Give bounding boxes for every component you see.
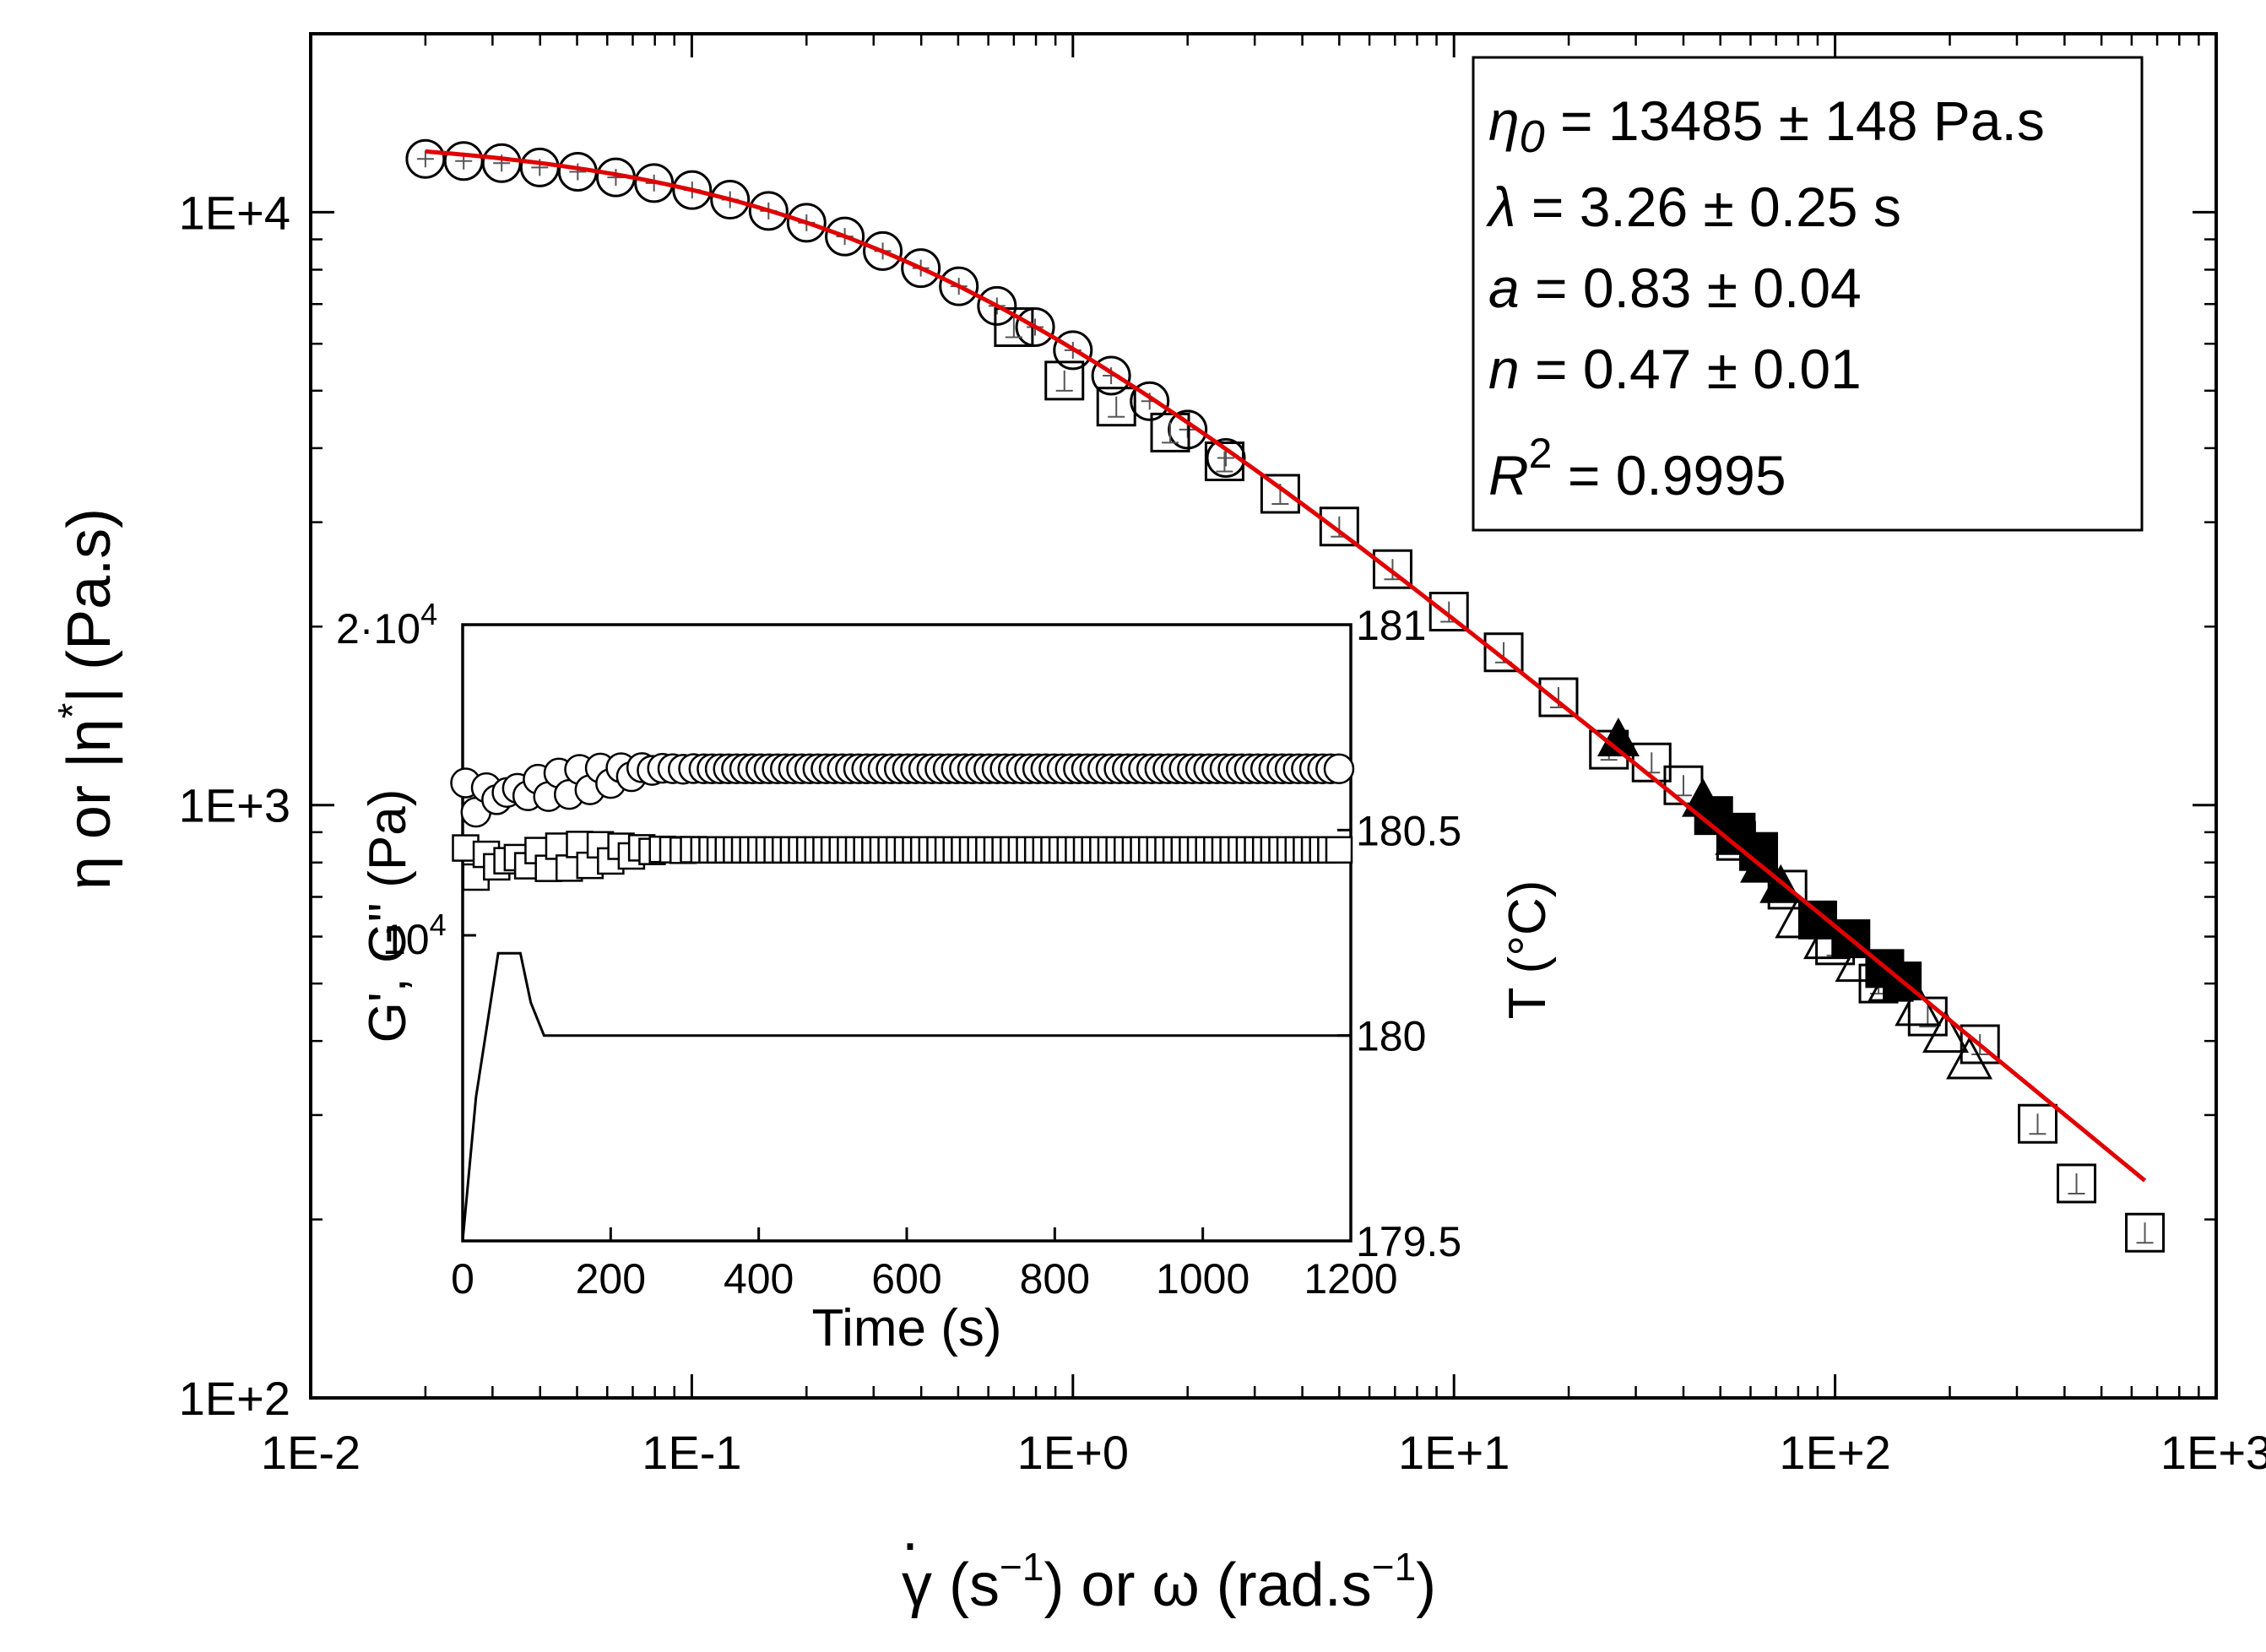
text-layer: 1E-2 1E-1 1E+0 1E+1 1E+2 1E+3 1E+2 1E+3 1E+4 0 200…	[51, 56, 2266, 1619]
inset-x-tick-label: 400	[724, 1255, 794, 1303]
inset-gdoubleprime-point	[1325, 836, 1353, 864]
inset-x-tick-label: 800	[1020, 1255, 1090, 1303]
inset-x-tick-label: 200	[576, 1255, 646, 1303]
open-square-point	[1372, 549, 1412, 589]
open-circle-point	[977, 285, 1017, 326]
open-circle-point	[748, 191, 789, 231]
open-circle-point	[1206, 438, 1246, 479]
inset-right-tick-label: 181	[1356, 602, 1426, 649]
inset-right-tick-label: 179.5	[1356, 1218, 1461, 1265]
open-circle-point	[1130, 381, 1170, 421]
inset-frame	[461, 623, 1353, 1243]
inset-y-left-label: G', G'' (Pa)	[359, 789, 417, 1043]
open-square-point	[2057, 1163, 2097, 1204]
stat-eta0: η0 = 13485 ± 148 Pa.s	[1488, 89, 2045, 162]
open-circle-point	[1091, 355, 1131, 396]
inset-plot	[450, 623, 1355, 1243]
x-tick-label: 1E+3	[2160, 1426, 2266, 1479]
inset-left-tick-label: 104	[382, 907, 447, 963]
open-triangle-point	[1775, 895, 1822, 939]
open-square-point	[2018, 1103, 2058, 1144]
main-plot	[309, 32, 2218, 1400]
x-tick-label: 1E+2	[1779, 1426, 1890, 1479]
open-circle-point	[1053, 330, 1093, 371]
stat-lambda: λ = 3.26 ± 0.25 s	[1486, 176, 1901, 238]
open-square-point	[1260, 474, 1300, 514]
open-circle-point	[710, 180, 751, 220]
open-circle-point	[863, 230, 903, 271]
open-triangle-point	[1803, 916, 1851, 960]
x-tick-label: 1E-2	[261, 1426, 360, 1479]
filled-triangle-point	[1596, 718, 1640, 757]
open-square-point	[2125, 1212, 2166, 1253]
fit-curve	[425, 149, 2147, 1183]
gamma-dot: ·	[900, 1509, 920, 1577]
open-circle-point	[634, 163, 675, 203]
inset-x-tick-label: 1000	[1156, 1255, 1250, 1303]
open-circle-point	[672, 170, 713, 210]
stat-a: a = 0.83 ± 0.04	[1488, 257, 1862, 319]
open-square-point	[1150, 412, 1190, 452]
plot-frame	[309, 32, 2218, 1400]
x-tick-label: 1E+0	[1017, 1426, 1129, 1479]
inset-left-tick-label: 2·104	[336, 597, 437, 653]
y-tick-label: 1E+3	[179, 779, 290, 832]
open-circle-point	[786, 203, 827, 243]
y-tick-label: 1E+4	[179, 186, 290, 239]
open-circle-point	[1015, 307, 1055, 348]
x-tick-label: 1E+1	[1398, 1426, 1510, 1479]
open-square-point	[1538, 677, 1579, 718]
inset-gprime-point	[1323, 753, 1355, 784]
inset-temperature-line	[461, 951, 1351, 1242]
open-circle-point	[939, 266, 979, 306]
stat-n: n = 0.47 ± 0.01	[1488, 338, 1862, 400]
open-circle-point	[481, 143, 522, 183]
open-square-point	[1319, 506, 1359, 547]
open-square-point	[1483, 632, 1524, 673]
stat-r2: R2 = 0.9995	[1488, 430, 1786, 506]
y-axis-title: η or |η*| (Pa.s)	[51, 508, 123, 890]
open-square-point	[1428, 592, 1469, 632]
inset-right-tick-label: 180	[1356, 1013, 1426, 1060]
open-triangle-point	[1946, 1036, 1993, 1080]
inset-x-label: Time (s)	[812, 1299, 1002, 1357]
open-triangle-point	[1922, 1010, 1970, 1053]
inset-x-tick-label: 600	[871, 1255, 941, 1303]
x-axis-title: γ (s−1) or ω (rad.s−1)	[902, 1545, 1436, 1619]
inset-x-tick-label: 0	[451, 1255, 474, 1303]
open-circle-point	[825, 216, 865, 257]
inset-y-right-label: T (°C)	[1499, 880, 1557, 1020]
y-tick-label: 1E+2	[179, 1372, 290, 1425]
stats-box	[1472, 56, 2144, 532]
x-tick-label: 1E-1	[642, 1426, 741, 1479]
open-circle-point	[901, 248, 941, 289]
open-square-point	[1044, 360, 1085, 401]
inset-right-tick-label: 180.5	[1356, 807, 1461, 854]
open-triangle-point	[1835, 939, 1882, 983]
open-square-point	[1096, 387, 1136, 427]
inset-x-tick-label: 1200	[1304, 1255, 1397, 1303]
